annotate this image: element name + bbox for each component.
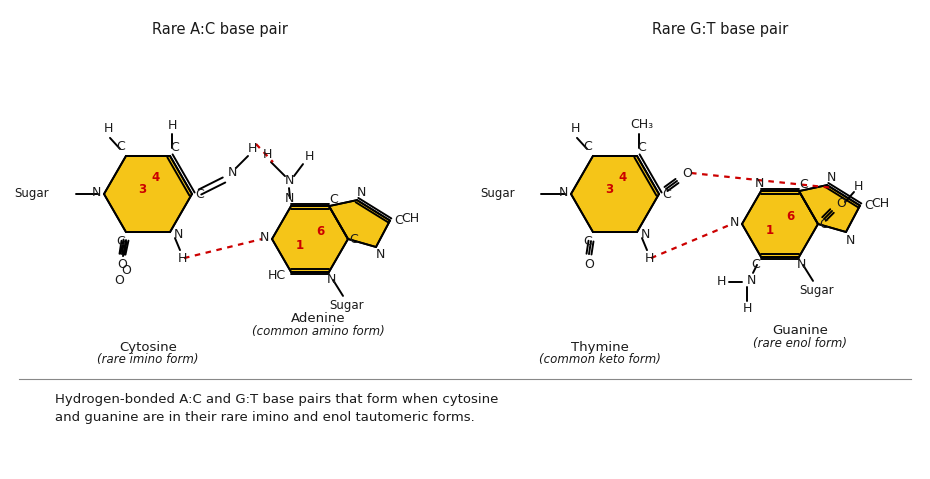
Text: H: H	[167, 119, 177, 132]
Text: C: C	[394, 214, 404, 227]
Text: 6: 6	[786, 209, 794, 223]
Text: C: C	[638, 141, 646, 154]
Text: N: N	[376, 249, 385, 262]
Text: CH: CH	[401, 212, 419, 225]
Text: Guanine: Guanine	[772, 324, 828, 338]
Text: C: C	[865, 199, 873, 212]
Text: C: C	[116, 140, 126, 153]
Text: 6: 6	[316, 225, 325, 238]
Text: O: O	[114, 274, 124, 286]
Text: N: N	[173, 228, 182, 240]
Text: N: N	[729, 216, 738, 228]
Polygon shape	[329, 200, 390, 247]
Text: 4: 4	[618, 171, 627, 183]
Text: (common amino form): (common amino form)	[252, 324, 384, 338]
Text: N: N	[326, 274, 336, 286]
Text: C: C	[751, 258, 761, 272]
Text: H: H	[178, 251, 187, 264]
Text: H: H	[570, 123, 579, 136]
Text: and guanine are in their rare imino and enol tautomeric forms.: and guanine are in their rare imino and …	[55, 411, 474, 423]
Text: H: H	[854, 180, 863, 193]
Text: C: C	[350, 232, 358, 246]
Text: Cytosine: Cytosine	[119, 341, 177, 354]
Text: Rare G:T base pair: Rare G:T base pair	[652, 22, 788, 36]
Text: H: H	[262, 148, 272, 160]
Polygon shape	[571, 156, 659, 232]
Text: C: C	[819, 217, 829, 230]
Text: H: H	[716, 275, 725, 288]
Text: Sugar: Sugar	[800, 285, 834, 297]
Text: 1: 1	[296, 239, 304, 251]
Text: N: N	[827, 171, 836, 183]
Text: (common keto form): (common keto form)	[539, 353, 661, 365]
Polygon shape	[272, 206, 348, 272]
Text: N: N	[754, 177, 764, 190]
Text: C: C	[170, 141, 179, 154]
Text: 4: 4	[152, 171, 160, 183]
Text: O: O	[836, 196, 846, 209]
Text: Sugar: Sugar	[14, 186, 49, 199]
Text: H: H	[304, 149, 313, 162]
Text: H: H	[644, 251, 654, 264]
Text: O: O	[682, 167, 692, 180]
Text: N: N	[746, 274, 756, 287]
Text: H: H	[247, 141, 257, 155]
Text: N: N	[285, 173, 294, 187]
Text: N: N	[227, 166, 237, 179]
Text: O: O	[121, 263, 131, 276]
Text: 1: 1	[766, 224, 774, 237]
Text: C: C	[195, 187, 205, 201]
Text: H: H	[742, 302, 751, 315]
Text: 3: 3	[138, 182, 146, 195]
Polygon shape	[742, 191, 818, 257]
Text: 3: 3	[604, 182, 613, 195]
Text: O: O	[117, 258, 126, 271]
Text: Sugar: Sugar	[481, 186, 515, 199]
Text: H: H	[103, 123, 113, 136]
Text: O: O	[584, 258, 594, 271]
Text: Rare A:C base pair: Rare A:C base pair	[153, 22, 288, 36]
Text: C: C	[800, 178, 808, 191]
Text: (rare imino form): (rare imino form)	[98, 353, 199, 365]
Text: N: N	[796, 258, 805, 272]
Text: N: N	[91, 185, 100, 198]
Text: (rare enol form): (rare enol form)	[753, 337, 847, 350]
Text: CH₃: CH₃	[631, 118, 654, 131]
Text: N: N	[845, 233, 855, 247]
Text: N: N	[558, 185, 567, 198]
Text: Adenine: Adenine	[291, 312, 345, 326]
Text: C: C	[329, 193, 339, 205]
Text: Thymine: Thymine	[571, 341, 629, 354]
Text: C: C	[662, 187, 671, 201]
Text: CH: CH	[870, 197, 889, 210]
Text: Sugar: Sugar	[330, 299, 365, 312]
Text: HC: HC	[268, 269, 286, 283]
Polygon shape	[799, 185, 860, 232]
Text: N: N	[641, 228, 650, 240]
Text: N: N	[259, 230, 269, 243]
Text: C: C	[584, 140, 592, 153]
Text: Hydrogen-bonded A:C and G:T base pairs that form when cytosine: Hydrogen-bonded A:C and G:T base pairs t…	[55, 392, 498, 406]
Text: C: C	[584, 235, 592, 248]
Text: C: C	[116, 235, 126, 248]
Text: N: N	[285, 192, 294, 205]
Text: N: N	[356, 185, 365, 199]
Polygon shape	[104, 156, 192, 232]
